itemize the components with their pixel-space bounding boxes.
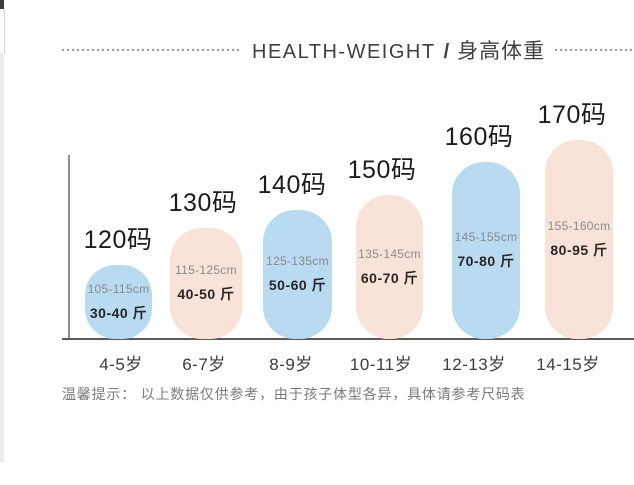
height-range-label: 105-115cm	[87, 281, 150, 296]
weight-range-label: 40-50 斤	[177, 286, 235, 302]
bar-size-160: 145-155cm 70-80 斤	[452, 162, 520, 339]
age-label-10-11: 10-11岁	[349, 355, 413, 374]
age-label-12-13: 12-13岁	[442, 355, 506, 374]
age-label-8-9: 8-9岁	[269, 355, 313, 374]
title-english: HEALTH-WEIGHT	[252, 41, 436, 63]
age-label-6-7: 6-7岁	[182, 355, 226, 374]
page-title: HEALTH-WEIGHT / 身高体重	[242, 35, 555, 65]
age-label-4-5: 4-5岁	[99, 355, 143, 374]
footer-disclaimer-note: 温馨提示： 以上数据仅供参考，由于孩子体型各异，具体请参考尺码表	[62, 386, 526, 402]
size-label-130: 130码	[168, 189, 238, 217]
screen-edge-scrollbar-fragment	[0, 0, 4, 463]
height-range-label: 135-145cm	[358, 246, 421, 261]
dotted-rule-left	[62, 49, 242, 51]
age-label-14-15: 14-15岁	[536, 355, 600, 374]
size-label-150: 150码	[347, 156, 417, 184]
title-divider-slash: /	[443, 41, 450, 63]
weight-range-label: 80-95 斤	[550, 242, 608, 258]
height-range-label: 155-160cm	[547, 219, 611, 233]
height-range-label: 145-155cm	[454, 230, 518, 244]
chart-header: HEALTH-WEIGHT / 身高体重	[0, 36, 634, 64]
height-range-label: 125-135cm	[266, 254, 329, 268]
weight-range-label: 60-70 斤	[360, 269, 419, 286]
size-label-170: 170码	[537, 101, 607, 129]
height-range-label: 115-125cm	[175, 263, 237, 277]
weight-range-label: 30-40 斤	[89, 304, 148, 321]
weight-range-label: 70-80 斤	[457, 253, 515, 269]
corner-dark-fragment	[0, 0, 4, 9]
bar-size-170: 155-160cm 80-95 斤	[545, 140, 613, 339]
bar-size-140: 125-135cm 50-60 斤	[263, 210, 332, 339]
y-axis-line	[68, 155, 70, 339]
size-label-160: 160码	[444, 123, 514, 151]
bar-size-120: 105-115cm 30-40 斤	[85, 265, 152, 339]
bar-size-130: 115-125cm 40-50 斤	[170, 228, 242, 339]
scrollbar-thumb-fragment	[0, 9, 5, 53]
size-label-120: 120码	[83, 226, 153, 254]
bar-size-150: 135-145cm 60-70 斤	[356, 195, 423, 339]
dotted-rule-right	[555, 49, 634, 51]
x-axis-line	[62, 338, 634, 340]
weight-range-label: 50-60 斤	[268, 277, 327, 293]
size-label-140: 140码	[257, 171, 327, 199]
title-chinese: 身高体重	[457, 40, 546, 63]
